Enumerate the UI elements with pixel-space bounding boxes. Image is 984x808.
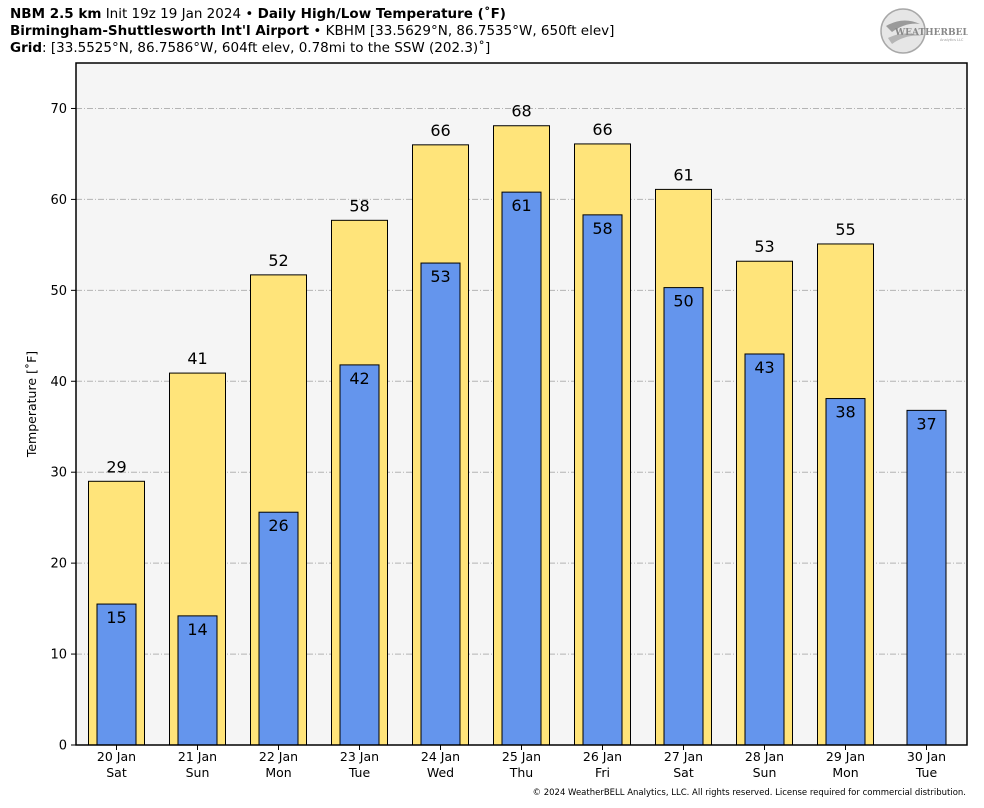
grid-label: Grid xyxy=(10,40,43,56)
x-tick-date: 27 Jan xyxy=(664,749,703,764)
y-tick-label: 10 xyxy=(50,648,67,663)
x-tick-date: 21 Jan xyxy=(178,749,217,764)
station-name: Birmingham-Shuttlesworth Int'l Airport xyxy=(10,23,310,39)
y-tick-label: 30 xyxy=(50,466,67,481)
x-tick-weekday: Thu xyxy=(509,765,533,780)
low-temp-bar xyxy=(906,409,947,746)
x-tick-date: 23 Jan xyxy=(340,749,379,764)
low-temp-bar xyxy=(339,364,380,746)
plot-frame xyxy=(75,62,968,746)
copyright-footer: © 2024 WeatherBELL Analytics, LLC. All r… xyxy=(532,788,966,798)
x-tick-weekday: Fri xyxy=(595,765,610,780)
x-tick-weekday: Mon xyxy=(265,765,291,780)
x-tick-weekday: Mon xyxy=(832,765,858,780)
logo-swirl-stroke xyxy=(888,33,922,44)
low-temp-label: 37 xyxy=(916,414,936,433)
low-temp-bar xyxy=(744,353,785,746)
x-tick-weekday: Tue xyxy=(348,765,371,780)
high-temp-label: 66 xyxy=(430,121,450,140)
grid-info: : [33.5525°N, 86.7586°W, 604ft elev, 0.7… xyxy=(42,40,491,56)
high-temp-label: 52 xyxy=(268,251,288,270)
high-temp-label: 41 xyxy=(187,349,207,368)
low-temp-bar xyxy=(663,287,704,746)
low-temp-bar xyxy=(258,511,299,746)
x-tick-date: 29 Jan xyxy=(826,749,865,764)
high-temp-label: 61 xyxy=(673,165,693,184)
low-temp-label: 14 xyxy=(187,620,207,639)
low-temp-bar xyxy=(177,615,218,746)
x-tick-date: 20 Jan xyxy=(97,749,136,764)
y-tick-label: 50 xyxy=(50,284,67,299)
separator: • xyxy=(313,23,322,39)
chart-header-line-1: NBM 2.5 km Init 19z 19 Jan 2024 • Daily … xyxy=(10,6,506,23)
init-time: Init 19z 19 Jan 2024 xyxy=(105,6,242,22)
y-tick-label: 20 xyxy=(50,557,67,572)
high-temp-label: 66 xyxy=(592,120,612,139)
x-tick-date: 25 Jan xyxy=(502,749,541,764)
logo-subtext: Analytics LLC xyxy=(940,38,964,42)
x-tick-weekday: Sat xyxy=(106,765,127,780)
low-temp-bar xyxy=(825,398,866,746)
logo-text: WEATHERBELL xyxy=(894,28,968,38)
station-info: KBHM [33.5629°N, 86.7535°W, 650ft elev] xyxy=(325,23,615,39)
y-tick-label: 70 xyxy=(50,102,67,117)
x-tick-weekday: Wed xyxy=(427,765,454,780)
low-temp-label: 38 xyxy=(835,403,855,422)
low-temp-label: 26 xyxy=(268,516,288,535)
y-tick-label: 0 xyxy=(59,739,67,754)
x-tick-date: 28 Jan xyxy=(745,749,784,764)
x-tick-weekday: Sun xyxy=(753,765,777,780)
x-tick-weekday: Sun xyxy=(186,765,210,780)
logo-swirl-stroke xyxy=(886,20,920,32)
y-tick-label: 40 xyxy=(50,375,67,390)
x-tick-weekday: Sat xyxy=(673,765,694,780)
separator: • xyxy=(245,6,254,22)
x-tick-date: 22 Jan xyxy=(259,749,298,764)
low-temp-label: 53 xyxy=(430,267,450,286)
low-temp-label: 50 xyxy=(673,292,693,311)
high-temp-label: 29 xyxy=(106,457,126,476)
low-temp-label: 15 xyxy=(106,608,126,627)
x-tick-weekday: Tue xyxy=(915,765,938,780)
x-tick-date: 26 Jan xyxy=(583,749,622,764)
low-temp-label: 61 xyxy=(511,196,531,215)
low-temp-bar xyxy=(501,191,542,746)
low-temp-bar xyxy=(420,262,461,746)
high-temp-label: 53 xyxy=(754,237,774,256)
high-temp-label: 68 xyxy=(511,102,531,121)
high-temp-label: 55 xyxy=(835,220,855,239)
low-temp-bar xyxy=(96,603,137,746)
high-temp-label: 58 xyxy=(349,196,369,215)
low-temp-label: 58 xyxy=(592,219,612,238)
x-tick-date: 24 Jan xyxy=(421,749,460,764)
chart-header-line-2: Birmingham-Shuttlesworth Int'l Airport •… xyxy=(10,23,614,40)
y-tick-label: 60 xyxy=(50,193,67,208)
low-temp-label: 43 xyxy=(754,358,774,377)
low-temp-bar xyxy=(582,214,623,746)
chart-header-line-3: Grid: [33.5525°N, 86.7586°W, 604ft elev,… xyxy=(10,40,490,57)
model-name: NBM 2.5 km xyxy=(10,6,102,22)
low-temp-label: 42 xyxy=(349,369,369,388)
x-tick-date: 30 Jan xyxy=(907,749,946,764)
weatherbell-logo: WEATHERBELL Analytics LLC xyxy=(880,8,968,54)
product-title: Daily High/Low Temperature (˚F) xyxy=(257,6,506,22)
y-axis-label: Temperature [˚F] xyxy=(24,351,39,458)
